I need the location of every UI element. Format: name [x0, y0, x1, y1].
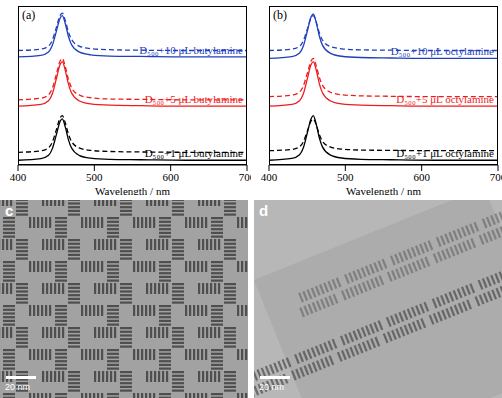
- html-text:D₅₀₀+10 μL butylamine: D₅₀₀+10 μL butylamine: [139, 43, 243, 56]
- svg-text:400: 400: [10, 171, 27, 183]
- svg-text:700: 700: [239, 171, 251, 183]
- svg-text:500: 500: [337, 171, 354, 183]
- html-text:c: c: [5, 202, 14, 219]
- html-text:20 nm: 20 nm: [259, 382, 284, 392]
- html-text:D₅₀₀+10 μL octylamine: D₅₀₀+10 μL octylamine: [390, 45, 494, 58]
- html-text:d: d: [259, 202, 269, 219]
- html-text:(a): (a): [22, 8, 36, 22]
- html-text:D₅₀₀+5 μL butylamine: D₅₀₀+5 μL butylamine: [144, 93, 243, 106]
- svg-text:600: 600: [162, 171, 179, 183]
- html-text:D₅₀₀+1 μL octylamine: D₅₀₀+1 μL octylamine: [396, 147, 494, 160]
- svg-text:Wavelength / nm: Wavelength / nm: [95, 185, 170, 195]
- svg-text:500: 500: [86, 171, 103, 183]
- svg-text:700: 700: [490, 171, 502, 183]
- html-text:20 nm: 20 nm: [5, 382, 30, 392]
- html-text:D₅₀₀+1 μL butylamine: D₅₀₀+1 μL butylamine: [144, 147, 243, 160]
- svg-text:Wavelength / nm: Wavelength / nm: [346, 185, 421, 195]
- svg-text:400: 400: [261, 171, 278, 183]
- html-text:(b): (b): [273, 8, 287, 22]
- html-text:D₅₀₀+5 μL octylamine: D₅₀₀+5 μL octylamine: [396, 93, 494, 106]
- svg-text:600: 600: [413, 171, 430, 183]
